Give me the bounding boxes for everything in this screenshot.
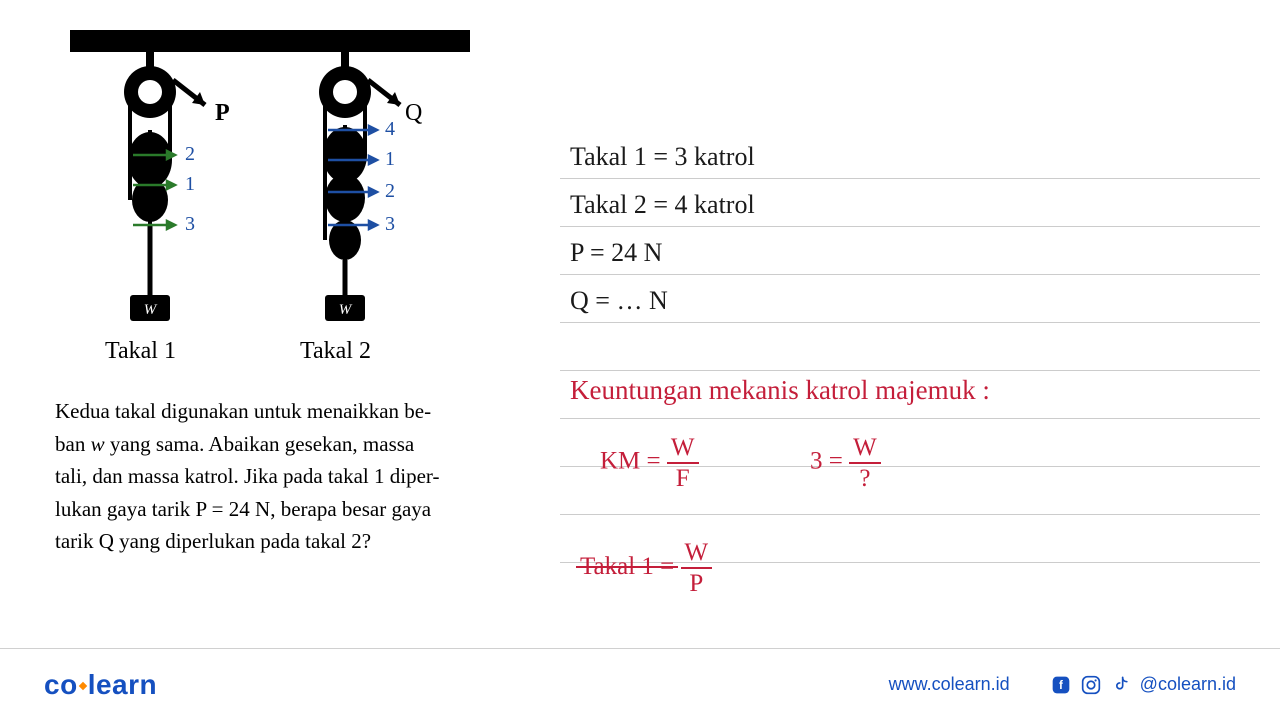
pulley-diagram: W	[55, 30, 485, 370]
logo-left: co	[44, 669, 78, 700]
frac2-num: W	[849, 435, 881, 464]
logo-right: learn	[88, 669, 157, 700]
instagram-icon	[1080, 674, 1102, 696]
svg-text:f: f	[1059, 679, 1063, 692]
pt-6: tarik Q yang diperlukan pada takal 2?	[55, 529, 371, 553]
note-line4: Q = … N	[570, 286, 668, 316]
t2-annot-1: 4	[385, 118, 395, 141]
frac3-den: P	[681, 569, 713, 596]
frac1-num: W	[667, 435, 699, 464]
takal1-line: Takal 1 = W P	[580, 540, 712, 596]
frac1-den: F	[667, 464, 699, 491]
pt-3: yang sama. Abaikan gesekan, massa	[105, 432, 415, 456]
t2-annot-2: 1	[385, 148, 395, 171]
logo-dot-icon	[78, 682, 86, 690]
note-red-title: Keuntungan mekanis katrol majemuk :	[570, 375, 990, 406]
handwritten-notes: Takal 1 = 3 katrol Takal 2 = 4 katrol P …	[560, 130, 1260, 600]
footer-handle: @colearn.id	[1140, 674, 1236, 695]
km-eq: KM = W F	[600, 435, 699, 491]
diagram-svg: W	[55, 30, 485, 370]
takal2-caption: Takal 2	[300, 338, 371, 365]
eq2: 3 = W ?	[810, 435, 881, 491]
t1-annot-3: 3	[185, 213, 195, 236]
t2-annot-3: 2	[385, 180, 395, 203]
pt-4: tali, dan massa katrol. Jika pada takal …	[55, 464, 439, 488]
tiktok-icon	[1110, 674, 1132, 696]
pt-5: lukan gaya tarik P = 24 N, berapa besar …	[55, 497, 431, 521]
eq2-lhs: 3 =	[810, 448, 843, 475]
pt-w: w	[91, 432, 105, 456]
km-label: KM =	[600, 448, 661, 475]
note-line1: Takal 1 = 3 katrol	[570, 142, 755, 172]
svg-text:W: W	[144, 302, 158, 318]
t2-annot-4: 3	[385, 213, 395, 236]
problem-text: Kedua takal digunakan untuk menaikkan be…	[55, 395, 515, 558]
content-area: W	[0, 0, 1280, 620]
note-line2: Takal 2 = 4 katrol	[570, 190, 755, 220]
t1-annot-2: 1	[185, 173, 195, 196]
takal1-label-strike: Takal 1 =	[580, 553, 674, 580]
pt-2: ban	[55, 432, 91, 456]
footer: colearn www.colearn.id f @colearn.id	[0, 648, 1280, 720]
frac2-den: ?	[849, 464, 881, 491]
footer-url: www.colearn.id	[889, 674, 1010, 695]
takal1-caption: Takal 1	[105, 338, 176, 365]
force-q-label: Q	[405, 100, 422, 127]
t1-annot-1: 2	[185, 143, 195, 166]
frac3-num: W	[681, 540, 713, 569]
facebook-icon: f	[1050, 674, 1072, 696]
pt-1: Kedua takal digunakan untuk menaikkan be…	[55, 399, 431, 423]
svg-text:W: W	[339, 302, 353, 318]
footer-right: www.colearn.id f @colearn.id	[889, 674, 1236, 696]
social-icons: f @colearn.id	[1050, 674, 1236, 696]
colearn-logo: colearn	[44, 669, 157, 701]
force-p-label: P	[215, 100, 230, 127]
note-line3: P = 24 N	[570, 238, 662, 268]
